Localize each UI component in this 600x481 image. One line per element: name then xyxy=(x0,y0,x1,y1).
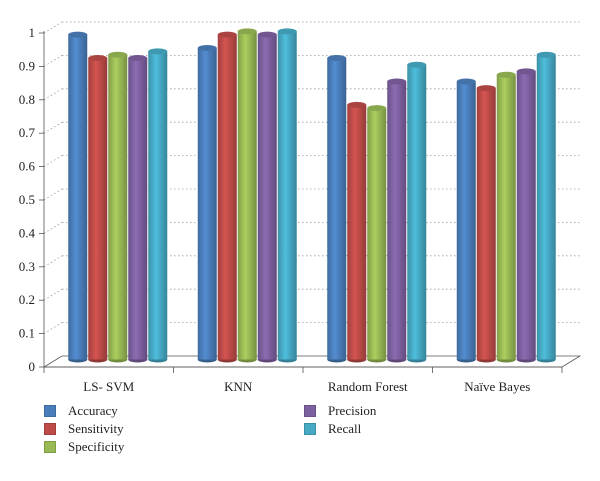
bar-recall-random-forest xyxy=(407,64,427,360)
legend-item-recall: Recall xyxy=(304,420,361,438)
legend-item-precision: Precision xyxy=(304,402,376,420)
legend-label-precision: Precision xyxy=(328,403,377,418)
y-tick-label: 0.7 xyxy=(19,125,36,140)
legend-label-sensitivity: Sensitivity xyxy=(68,421,124,436)
legend-swatch-precision xyxy=(304,405,316,417)
y-tick-label: 0.8 xyxy=(19,92,35,107)
bar-recall-knn xyxy=(277,31,297,360)
bar-top xyxy=(367,105,387,112)
bar-top xyxy=(536,51,556,58)
bar-specificity-na-ve-bayes xyxy=(496,74,516,360)
bar-top xyxy=(88,55,108,62)
bar-precision-random-forest xyxy=(387,81,407,360)
legend-label-accuracy: Accuracy xyxy=(68,403,118,418)
bar-top xyxy=(516,68,536,75)
legend-swatch-recall xyxy=(304,423,316,435)
bar-top xyxy=(277,28,297,35)
bar-top xyxy=(407,61,427,68)
bar-top xyxy=(68,31,88,38)
y-tick-label: 0.3 xyxy=(19,259,35,274)
y-tick-label: 0.9 xyxy=(19,58,35,73)
x-tick-label: Naïve Bayes xyxy=(464,379,530,394)
legend-item-specificity: Specificity xyxy=(44,438,124,456)
y-tick-label: 0.1 xyxy=(19,326,35,341)
y-tick-label: 1 xyxy=(29,25,36,40)
y-tick-label: 0.4 xyxy=(19,225,36,240)
legend-swatch-specificity xyxy=(44,441,56,453)
bar-precision-na-ve-bayes xyxy=(516,71,536,360)
bar-sensitivity-knn xyxy=(217,34,237,360)
legend-item-sensitivity: Sensitivity xyxy=(44,420,124,438)
bar-top xyxy=(347,101,367,108)
bar-top xyxy=(387,78,407,85)
bar-specificity-knn xyxy=(237,31,257,360)
bar-top xyxy=(108,51,128,58)
legend-item-accuracy: Accuracy xyxy=(44,402,118,420)
legend-label-specificity: Specificity xyxy=(68,439,125,454)
x-tick-label: KNN xyxy=(224,379,253,394)
gridline-side xyxy=(43,155,63,167)
y-tick-label: 0.2 xyxy=(19,292,35,307)
legend-label-recall: Recall xyxy=(328,421,362,436)
gridline-side xyxy=(43,222,63,234)
bar-accuracy-na-ve-bayes xyxy=(456,81,476,360)
bar-accuracy-ls-svm xyxy=(68,34,88,360)
bar-accuracy-random-forest xyxy=(327,58,347,360)
bar-top xyxy=(128,55,148,62)
bar-top xyxy=(197,45,217,52)
bar-specificity-random-forest xyxy=(367,108,387,360)
y-tick-label: 0.5 xyxy=(19,192,35,207)
bar-top xyxy=(237,28,257,35)
bar-top xyxy=(456,78,476,85)
gridline-side xyxy=(43,288,63,301)
bar-precision-knn xyxy=(257,34,277,360)
bar-specificity-ls-svm xyxy=(108,54,128,360)
y-tick-label: 0 xyxy=(29,359,36,374)
bar-top xyxy=(217,31,237,38)
y-tick-label: 0.6 xyxy=(19,159,36,174)
legend-swatch-sensitivity xyxy=(44,423,56,435)
bar-sensitivity-na-ve-bayes xyxy=(476,88,496,360)
bar-sensitivity-ls-svm xyxy=(88,58,108,360)
bar-recall-ls-svm xyxy=(148,51,168,360)
bar-top xyxy=(496,71,516,78)
bar-top xyxy=(476,85,496,92)
bar-sensitivity-random-forest xyxy=(347,104,367,360)
gridline-side xyxy=(43,255,63,268)
bar-top xyxy=(257,31,277,38)
gridline-side xyxy=(43,188,63,201)
gridline-side xyxy=(43,322,63,334)
gridline-side xyxy=(43,88,63,101)
x-tick-label: Random Forest xyxy=(328,379,408,394)
bar-top xyxy=(148,48,168,55)
gridline-side xyxy=(43,55,63,67)
bar-top xyxy=(327,55,347,62)
gridline-side xyxy=(43,21,63,34)
legend: Accuracy Sensitivity Specificity Precisi… xyxy=(44,400,464,470)
bar-accuracy-knn xyxy=(197,48,217,360)
bar-recall-na-ve-bayes xyxy=(536,54,556,360)
legend-swatch-accuracy xyxy=(44,405,56,417)
x-tick-label: LS- SVM xyxy=(83,379,134,394)
gridline-side xyxy=(43,121,63,134)
bar-precision-ls-svm xyxy=(128,58,148,360)
